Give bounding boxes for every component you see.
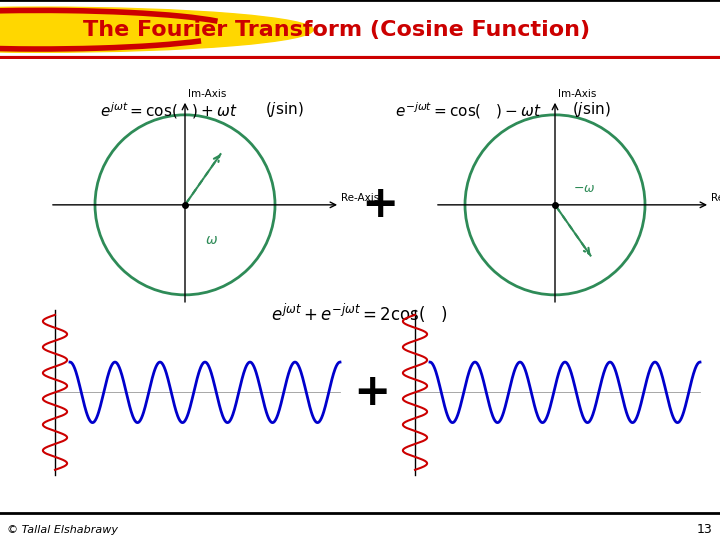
Text: $(j\sin)$: $(j\sin)$ [265, 100, 304, 119]
Text: $e^{-j\omega t}=\cos(\quad)-\omega t$: $e^{-j\omega t}=\cos(\quad)-\omega t$ [395, 100, 541, 120]
Text: The Fourier Transform (Cosine Function): The Fourier Transform (Cosine Function) [83, 19, 590, 40]
Text: Im-Axis: Im-Axis [558, 89, 596, 99]
Text: $\mathbf{+}$: $\mathbf{+}$ [353, 371, 387, 414]
Text: Re-Axis: Re-Axis [711, 193, 720, 203]
Text: $(j\sin)$: $(j\sin)$ [572, 100, 611, 119]
Text: Im-Axis: Im-Axis [188, 89, 226, 99]
Text: $\omega$: $\omega$ [205, 233, 218, 247]
Text: $e^{j\omega t}=\cos(\quad)+\omega t$: $e^{j\omega t}=\cos(\quad)+\omega t$ [100, 100, 238, 120]
Text: $\mathbf{+}$: $\mathbf{+}$ [361, 184, 395, 226]
Text: Re-Axis: Re-Axis [341, 193, 379, 203]
Text: $-\omega$: $-\omega$ [573, 182, 595, 195]
Text: 13: 13 [697, 523, 713, 536]
Circle shape [0, 7, 313, 52]
Text: © Tallal Elshabrawy: © Tallal Elshabrawy [7, 524, 118, 535]
Text: $e^{j\omega t}+e^{-j\omega t}=2\cos(\quad)$: $e^{j\omega t}+e^{-j\omega t}=2\cos(\qua… [271, 302, 449, 325]
